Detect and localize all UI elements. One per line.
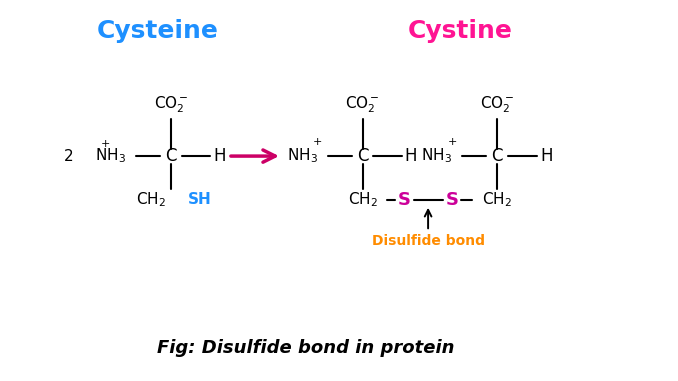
Text: Cystine: Cystine [407, 19, 513, 43]
Text: S: S [445, 191, 458, 209]
Text: $\mathrm{NH_3}$: $\mathrm{NH_3}$ [287, 147, 317, 165]
Text: $\mathrm{NH_3}$: $\mathrm{NH_3}$ [421, 147, 452, 165]
Text: $\mathrm{CO_2^-}$: $\mathrm{CO_2^-}$ [480, 94, 515, 115]
Text: $\mathrm{CH_2}$: $\mathrm{CH_2}$ [348, 190, 378, 209]
Text: Cysteine: Cysteine [96, 19, 218, 43]
Text: $\mathrm{CH_2}$: $\mathrm{CH_2}$ [136, 190, 165, 209]
Text: $\mathrm{NH_3}$: $\mathrm{NH_3}$ [95, 147, 126, 165]
Text: C: C [357, 147, 368, 165]
Text: $\mathrm{CH_2}$: $\mathrm{CH_2}$ [482, 190, 512, 209]
Text: C: C [165, 147, 177, 165]
Text: Disulfide bond: Disulfide bond [372, 234, 485, 248]
Text: $\mathrm{CO_2^-}$: $\mathrm{CO_2^-}$ [153, 94, 188, 115]
Text: Fig: Disulfide bond in protein: Fig: Disulfide bond in protein [157, 339, 454, 357]
Text: C: C [492, 147, 503, 165]
Text: $\mathrm{CO_2^-}$: $\mathrm{CO_2^-}$ [345, 94, 380, 115]
Text: SH: SH [188, 192, 212, 207]
Text: S: S [398, 191, 411, 209]
Text: +: + [313, 137, 322, 147]
Text: +: + [447, 137, 457, 147]
Text: H: H [405, 147, 417, 165]
Text: 2: 2 [64, 149, 73, 163]
Text: +: + [100, 139, 110, 149]
Text: H: H [213, 147, 226, 165]
Text: H: H [540, 147, 553, 165]
